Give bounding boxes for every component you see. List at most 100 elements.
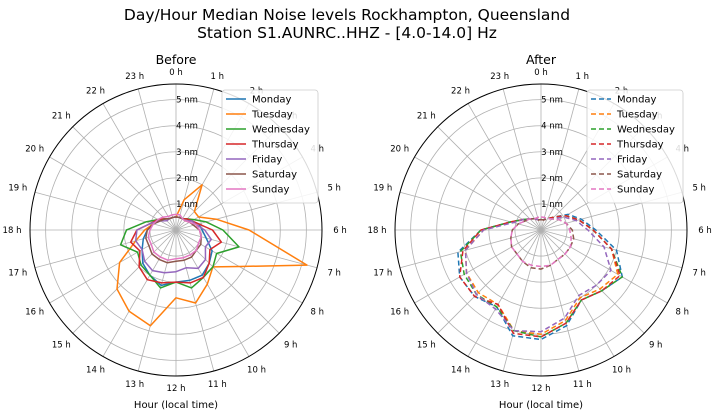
x-axis-label: Hour (local time) [134,400,218,411]
legend-label-sunday: Sunday [617,185,654,196]
legend-label-monday: Monday [252,95,292,106]
legend-label-thursday: Thursday [251,140,299,151]
legend-label-friday: Friday [252,155,282,166]
radial-tick-label: 3 nm [176,148,198,158]
angular-gridline [175,229,250,357]
angular-tick-label: 21 h [417,111,436,121]
legend-label-sunday: Sunday [252,185,289,196]
angular-tick-label: 22 h [86,87,105,97]
angular-tick-label: 9 h [284,341,298,351]
angular-tick-label: 6 h [698,226,712,236]
series-line-sunday [510,216,572,268]
polar-panel-after: 0 h1 h2 h3 h4 h5 h6 h7 h8 h9 h10 h11 h12… [368,52,712,411]
angular-tick-label: 19 h [373,184,392,194]
angular-tick-label: 13 h [490,380,509,390]
angular-gridline [102,103,177,231]
angular-tick-label: 14 h [451,365,470,375]
angular-tick-label: 23 h [125,72,144,82]
legend-label-friday: Friday [617,155,647,166]
angular-gridline [34,191,177,231]
legend-label-wednesday: Wednesday [252,125,310,136]
angular-tick-label: 23 h [490,72,509,82]
angular-gridline [467,229,542,357]
angular-tick-label: 12 h [167,384,186,394]
angular-tick-label: 12 h [532,384,551,394]
angular-gridline [540,88,580,231]
radial-tick-label: 1 nm [541,200,563,210]
polar-frame [394,83,688,377]
angular-gridline [540,229,645,334]
angular-gridline [102,229,177,357]
angular-gridline [49,156,177,231]
angular-gridline [437,126,542,231]
angular-tick-label: 8 h [311,308,325,318]
legend-label-tuesday: Tuesday [251,110,293,121]
angular-gridline [502,229,542,372]
angular-tick-label: 19 h [8,184,27,194]
angular-tick-label: 20 h [25,144,44,154]
radial-tick-label: 3 nm [541,148,563,158]
angular-gridline [137,229,177,372]
angular-gridline [540,229,615,357]
legend-label-saturday: Saturday [617,170,662,181]
series-line-sunday [147,213,202,261]
angular-gridline [540,229,668,304]
angular-tick-label: 22 h [451,87,470,97]
angular-gridline [414,229,542,304]
polar-frame [29,83,323,377]
angular-gridline [34,229,177,269]
angular-tick-label: 20 h [390,144,409,154]
angular-tick-label: 5 h [692,184,706,194]
angular-tick-label: 11 h [573,380,592,390]
legend-label-tuesday: Tuesday [616,110,658,121]
legend-label-thursday: Thursday [616,140,664,151]
angular-gridline [72,229,177,334]
angular-tick-label: 17 h [8,268,27,278]
angular-tick-label: 15 h [417,341,436,351]
angular-tick-label: 10 h [612,365,631,375]
angular-tick-label: 16 h [25,308,44,318]
angular-gridline [175,229,318,269]
angular-gridline [399,191,542,231]
legend-label-monday: Monday [617,95,657,106]
angular-gridline [175,229,280,334]
series-line-friday [464,216,612,333]
angular-tick-label: 7 h [327,268,341,278]
angular-tick-label: 14 h [86,365,105,375]
angular-gridline [414,156,542,231]
angular-gridline [399,229,542,269]
angular-tick-label: 17 h [373,268,392,278]
radial-tick-label: 2 nm [541,174,563,184]
angular-gridline [175,229,215,372]
panel-title: Before [156,52,197,67]
legend-label-wednesday: Wednesday [617,125,675,136]
angular-gridline [467,103,542,231]
angular-gridline [137,88,177,231]
angular-gridline [72,126,177,231]
legend-label-saturday: Saturday [252,170,297,181]
x-axis-label: Hour (local time) [499,400,583,411]
radial-tick-label: 5 nm [541,96,563,106]
angular-gridline [437,229,542,334]
angular-tick-label: 15 h [52,341,71,351]
angular-gridline [540,229,580,372]
angular-tick-label: 16 h [390,308,409,318]
angular-tick-label: 11 h [208,380,227,390]
angular-tick-label: 21 h [52,111,71,121]
angular-tick-label: 7 h [692,268,706,278]
angular-gridline [49,229,177,304]
angular-tick-label: 9 h [649,341,663,351]
angular-tick-label: 6 h [333,226,347,236]
legend: Monday Tuesday Wednesday Thursday Friday Satu… [586,89,684,204]
angular-tick-label: 0 h [534,68,548,78]
panel-title: After [526,52,557,67]
angular-tick-label: 8 h [676,308,690,318]
polar-panel-before: 0 h1 h2 h3 h4 h5 h6 h7 h8 h9 h10 h11 h12… [3,52,347,411]
legend: Monday Tuesday Wednesday Thursday Friday Satu… [221,89,319,204]
angular-tick-label: 13 h [125,380,144,390]
angular-gridline [502,88,542,231]
angular-tick-label: 1 h [211,72,225,82]
angular-tick-label: 18 h [368,226,387,236]
angular-tick-label: 10 h [247,365,266,375]
